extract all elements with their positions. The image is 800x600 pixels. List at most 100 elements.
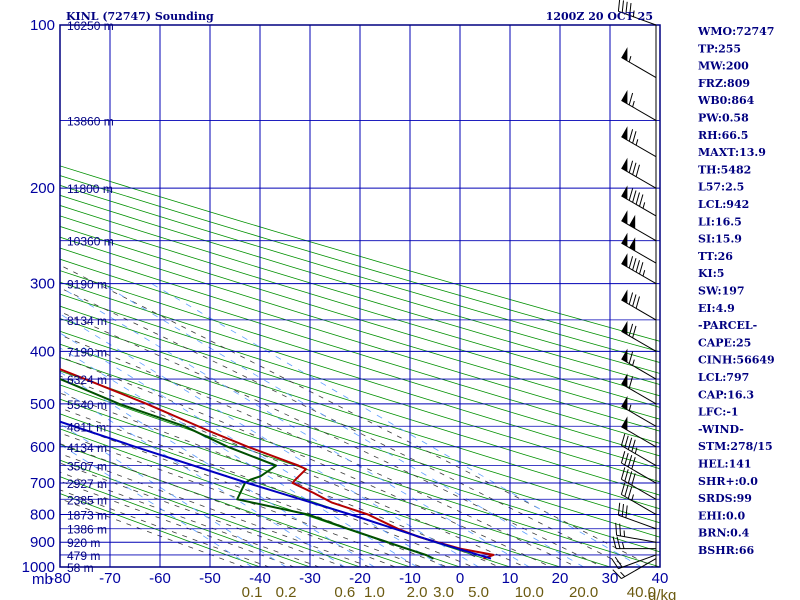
sounding-index-item: TH:5482 [698,163,751,176]
pressure-unit-label: mb [32,571,53,588]
dewpoint-profile-line [60,377,434,560]
sounding-index-item: TT:26 [698,250,733,263]
pressure-tick-label: 1000 [22,559,55,576]
sounding-index-item: -WIND- [698,423,744,436]
sounding-index-item: HEL:141 [698,458,752,471]
wind-barb [621,232,657,264]
dry-adiabat-line [60,476,312,567]
temperature-tick-label: -10 [399,570,421,587]
wind-barb [621,395,657,427]
dry-adiabats [60,165,660,567]
height-label: 16250 m [67,19,114,33]
moist-adiabat-line [60,287,629,567]
height-label: 58 m [67,561,94,575]
dry-adiabat-line [60,356,660,553]
mixing-ratio-line [60,371,375,567]
mixing-ratio-line [60,423,287,567]
dry-adiabat-line [60,293,660,483]
temperature-tick-label: -30 [299,570,321,587]
pressure-tick-label: 900 [30,534,55,551]
sounding-index-item: CAP:16.3 [698,388,754,401]
sounding-index-item: TP:255 [698,42,741,55]
height-label: 6324 m [67,373,107,387]
wind-barb [621,47,657,78]
height-label: 4811 m [67,420,106,434]
wind-barb [621,157,657,189]
wind-barb [611,554,657,570]
wind-barb [621,253,657,285]
sounding-index-item: LFC:-1 [698,406,739,419]
mixing-ratio-line [101,283,584,567]
temperature-tick-label: -70 [99,570,121,587]
mixing-ratio-label: 40.0 [627,584,656,600]
moist-adiabat-line [60,264,655,567]
wind-barb [620,482,657,515]
sounding-index-item: LCL:797 [698,371,749,384]
pressure-tick-label: 500 [30,396,55,413]
dry-adiabat-line [60,370,660,567]
temperature-tick-label: -50 [199,570,221,587]
sounding-profiles [60,368,495,560]
mixing-ratio-labels: 0.1 0.2 0.6 1.0 2.0 3.0 5.0 10.0 20.0 40.0 [242,584,656,600]
dry-adiabat-line [60,281,660,470]
sounding-index-item: LI:16.5 [698,215,742,228]
wind-barb [621,90,657,121]
dry-adiabat-line [60,175,660,353]
mixing-ratio-label: 5.0 [468,584,489,600]
wind-barb [621,416,657,448]
dry-adiabat-line [60,225,660,408]
dry-adiabat-line [60,205,660,385]
height-label: 10360 m [67,235,114,249]
moist-adiabat-line [60,471,321,567]
sounding-index-item: MAXT:13.9 [698,146,766,159]
pressure-tick-label: 100 [30,17,55,34]
temperature-tick-label: 20 [552,570,569,587]
moist-adiabat-line [60,462,346,567]
sounding-index-item: PW:0.58 [698,112,749,125]
wind-barb [620,451,657,484]
sounding-index-item: SRDS:99 [698,492,752,505]
parcel-path-line [60,420,492,560]
temperature-tick-label: 0 [456,570,464,587]
dry-adiabat-line [60,330,660,524]
wind-barb [612,558,657,580]
sounding-index-item: WMO:72747 [697,25,774,38]
wind-barb [612,536,657,550]
moist-adiabat-line [60,443,397,567]
dry-adiabat-line [60,443,412,567]
dry-adiabat-line [60,165,660,342]
sounding-index-item: LCL:942 [698,198,749,211]
pressure-temperature-grid [59,24,661,568]
plot-frame [59,24,661,568]
moist-adiabat-line [60,453,371,567]
pressure-tick-labels: 100 200 300 400 500 600 700 800 900 1000 [22,17,55,576]
dry-adiabat-line [60,398,562,567]
wind-barb [615,522,657,543]
wind-barb [621,210,657,242]
mixing-ratio-line [60,347,418,567]
mixing-ratio-label: 20.0 [569,584,598,600]
sounding-indices-panel: WMO:72747 TP:255 MW:200 FRZ:809 WB0:864 PW:0.… [697,25,775,557]
pressure-tick-label: 600 [30,439,55,456]
height-label: 13860 m [67,114,114,128]
pressure-tick-label: 200 [30,180,55,197]
height-label: 9190 m [67,278,107,292]
height-label: 1873 m [67,508,107,522]
wind-barb [621,373,657,405]
mixing-ratio-unit-label: g/kg [648,587,676,600]
wind-barb [621,185,657,217]
dry-adiabat-line [60,459,362,567]
sounding-index-item: EHI:0.0 [698,509,745,522]
temperature-tick-label: -20 [349,570,371,587]
moist-adiabat-line [60,420,449,567]
dry-adiabat-line [60,258,660,444]
temperature-tick-label: -60 [149,570,171,587]
temperature-profile-line [60,368,495,560]
sounding-index-item: RH:66.5 [698,129,748,142]
moist-adiabat-line [60,489,271,567]
sounding-index-item: STM:278/15 [698,440,773,453]
temperature-tick-label: -80 [49,570,71,587]
dry-adiabat-line [60,493,262,567]
moist-adiabat-line [60,498,246,567]
temperature-tick-label: 10 [502,570,519,587]
